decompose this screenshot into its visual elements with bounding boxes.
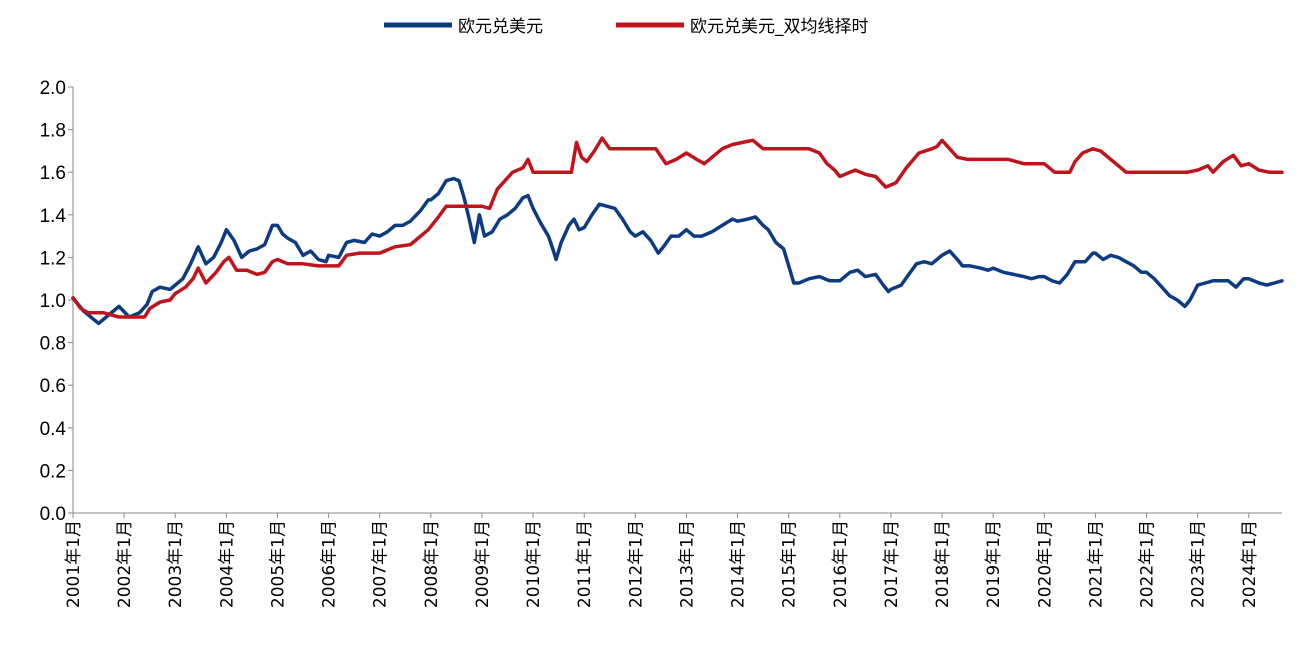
x-tick-label: 2004年1月 <box>217 520 237 608</box>
x-tick-label: 2024年1月 <box>1240 520 1260 608</box>
x-tick-label: 2019年1月 <box>984 520 1004 608</box>
y-tick-label: 0.2 <box>40 461 66 482</box>
legend-label-eurusd: 欧元兑美元 <box>458 17 543 37</box>
x-tick-label: 2015年1月 <box>780 520 800 608</box>
x-tick-label: 2009年1月 <box>473 520 493 608</box>
y-axis: 0.0 0.2 0.4 0.6 0.8 1.0 1.2 1.4 1.6 1.8 2.0 <box>40 78 74 525</box>
x-tick-label: 2002年1月 <box>115 520 135 608</box>
y-tick-label: 2.0 <box>40 78 66 99</box>
x-tick-label: 2005年1月 <box>268 520 288 608</box>
x-tick-label: 2001年1月 <box>64 520 84 608</box>
x-tick-label: 2013年1月 <box>677 520 697 608</box>
series-line-eurusd <box>71 176 1284 326</box>
x-tick-label: 2008年1月 <box>422 520 442 608</box>
x-axis: 2001年1月 2002年1月 2003年1月 2004年1月 2005年1月 2006年… <box>64 512 1282 608</box>
y-tick-label: 1.6 <box>40 163 66 184</box>
y-tick-label: 0.4 <box>40 419 67 440</box>
x-tick-label: 2021年1月 <box>1086 520 1106 608</box>
x-tick-label: 2014年1月 <box>729 520 749 608</box>
x-tick-label: 2006年1月 <box>320 520 340 608</box>
y-tick-label: 0.0 <box>40 504 66 525</box>
legend-label-eurusd-dual-ma: 欧元兑美元_双均线择时 <box>690 17 869 37</box>
x-tick-label: 2003年1月 <box>166 520 186 608</box>
x-tick-label: 2011年1月 <box>575 520 595 608</box>
x-tick-label: 2018年1月 <box>933 520 953 608</box>
x-tick-label: 2016年1月 <box>831 520 851 608</box>
y-tick-label: 0.8 <box>40 334 66 355</box>
series-layer <box>71 136 1284 326</box>
x-tick-label: 2023年1月 <box>1189 520 1209 608</box>
y-tick-label: 1.4 <box>40 206 67 227</box>
y-tick-label: 1.8 <box>40 121 66 142</box>
x-tick-label: 2017年1月 <box>882 520 902 608</box>
x-tick-label: 2022年1月 <box>1138 520 1158 608</box>
y-tick-label: 0.6 <box>40 376 66 397</box>
y-tick-label: 1.0 <box>40 291 66 312</box>
series-line-eurusd-dual-ma <box>71 136 1284 319</box>
y-tick-label: 1.2 <box>40 248 66 269</box>
x-tick-label: 2007年1月 <box>371 520 391 608</box>
x-tick-label: 2010年1月 <box>524 520 544 608</box>
x-tick-label: 2020年1月 <box>1035 520 1055 608</box>
legend: 欧元兑美元 欧元兑美元_双均线择时 <box>384 17 869 37</box>
x-tick-label: 2012年1月 <box>626 520 646 608</box>
